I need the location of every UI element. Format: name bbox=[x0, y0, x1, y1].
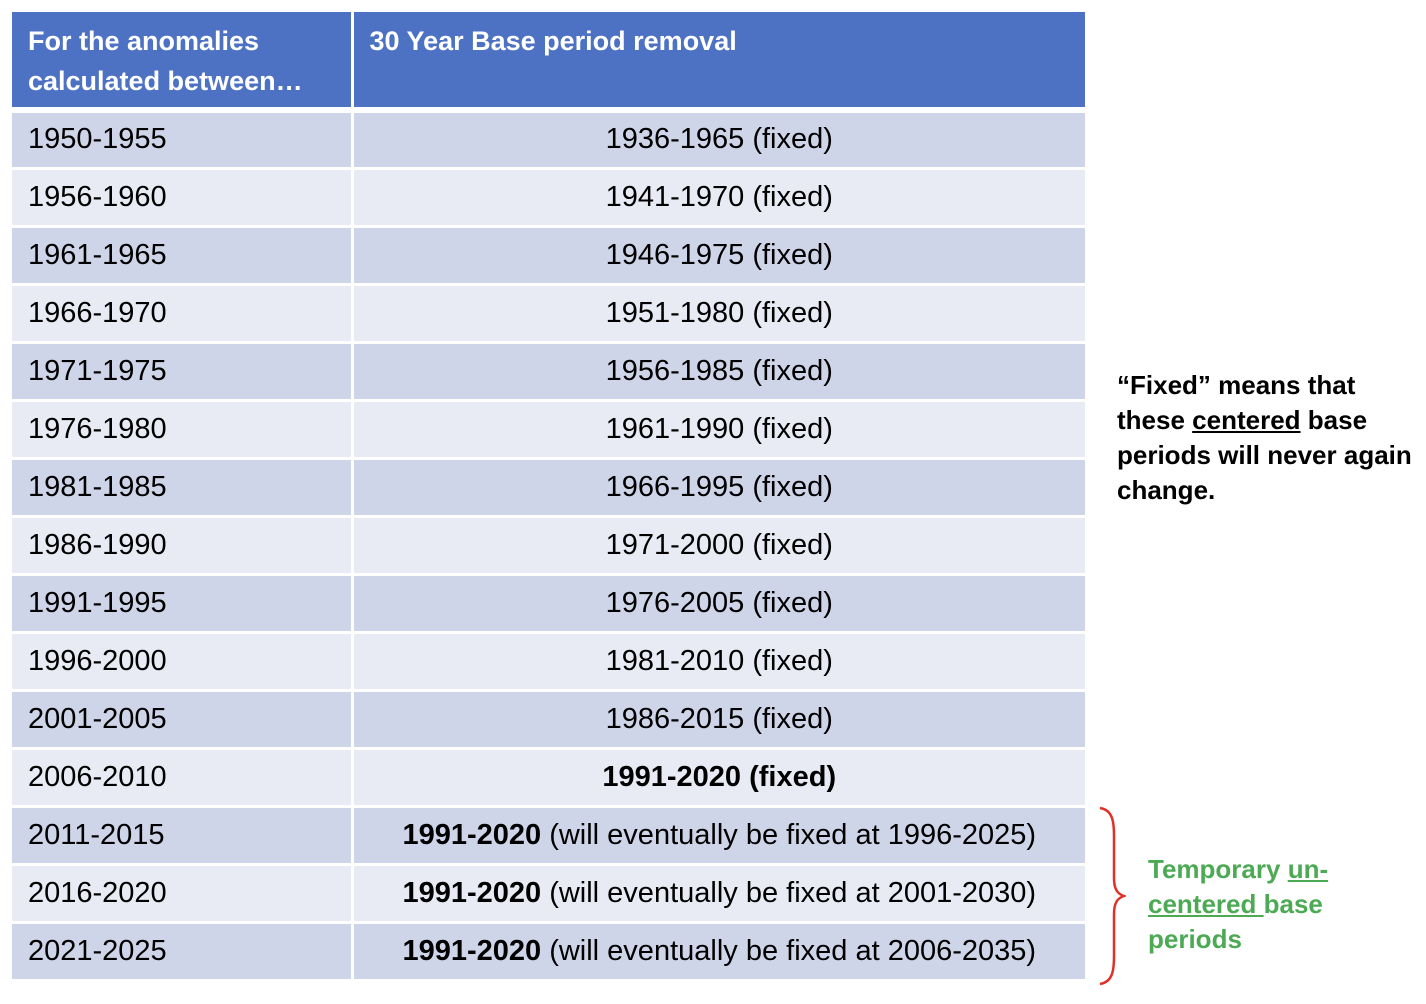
anomaly-period-cell: 1971-1975 bbox=[12, 342, 354, 402]
base-period-cell: 1991-2020 (will eventually be fixed at 2… bbox=[352, 864, 1085, 924]
fixed-note-text-end: base periods will never again change. bbox=[1117, 405, 1412, 505]
base-period-text: 1956-1985 (fixed) bbox=[605, 354, 833, 387]
base-period-cell: 1981-2010 (fixed) bbox=[352, 632, 1085, 692]
anomaly-period-cell: 1950-1955 bbox=[12, 110, 354, 170]
base-period-cell: 1991-2020 (will eventually be fixed at 2… bbox=[352, 922, 1085, 982]
base-period-text: 1936-1965 (fixed) bbox=[605, 123, 833, 156]
anomaly-period-cell: 1966-1970 bbox=[12, 284, 354, 344]
header-anomaly-period: For the anomalies calculated between… bbox=[12, 12, 354, 113]
base-period-text: 1971-2000 (fixed) bbox=[605, 528, 833, 561]
table-row: 1976-1980 1961-1990 (fixed) bbox=[12, 400, 1085, 460]
table-row: 1996-2000 1981-2010 (fixed) bbox=[12, 632, 1085, 692]
anomaly-period-cell: 2011-2015 bbox=[12, 806, 354, 866]
base-period-cell: 1946-1975 (fixed) bbox=[352, 226, 1085, 286]
base-period-bold: 1991-2020 (fixed) bbox=[602, 760, 837, 793]
table-row: 2011-2015 1991-2020 (will eventually be f… bbox=[12, 806, 1085, 866]
base-period-cell: 1991-2020 (fixed) bbox=[352, 748, 1085, 808]
base-period-table: For the anomalies calculated between… 30… bbox=[12, 12, 1085, 982]
base-period-text: 1976-2005 (fixed) bbox=[605, 586, 833, 619]
anomaly-period-cell: 2001-2005 bbox=[12, 690, 354, 750]
base-period-bold: 1991-2020 bbox=[402, 934, 542, 967]
table-row: 2016-2020 1991-2020 (will eventually be f… bbox=[12, 864, 1085, 924]
table-row: 2021-2025 1991-2020 (will eventually be f… bbox=[12, 922, 1085, 982]
table-row: 1966-1970 1951-1980 (fixed) bbox=[12, 284, 1085, 344]
base-period-text: 1951-1980 (fixed) bbox=[605, 296, 833, 329]
base-period-bold: 1991-2020 bbox=[402, 818, 542, 851]
base-period-cell: 1986-2015 (fixed) bbox=[352, 690, 1085, 750]
base-period-text: 1981-2010 (fixed) bbox=[605, 644, 833, 677]
anomaly-period-cell: 1961-1965 bbox=[12, 226, 354, 286]
base-period-cell: 1971-2000 (fixed) bbox=[352, 516, 1085, 576]
table-row: 1986-1990 1971-2000 (fixed) bbox=[12, 516, 1085, 576]
temporary-note-text: Temporary bbox=[1148, 854, 1288, 884]
base-period-cell: 1936-1965 (fixed) bbox=[352, 110, 1085, 170]
anomaly-period-cell: 1991-1995 bbox=[12, 574, 354, 634]
base-period-cell: 1991-2020 (will eventually be fixed at 1… bbox=[352, 806, 1085, 866]
base-period-bold: 1991-2020 bbox=[402, 876, 542, 909]
base-period-text: 1961-1990 (fixed) bbox=[605, 412, 833, 445]
anomaly-period-cell: 2016-2020 bbox=[12, 864, 354, 924]
base-period-cell: 1961-1990 (fixed) bbox=[352, 400, 1085, 460]
base-period-cell: 1941-1970 (fixed) bbox=[352, 168, 1085, 228]
header-base-period: 30 Year Base period removal bbox=[352, 12, 1085, 113]
base-period-text: (will eventually be fixed at 1996-2025) bbox=[541, 818, 1037, 851]
table-row: 1961-1965 1946-1975 (fixed) bbox=[12, 226, 1085, 286]
base-period-cell: 1951-1980 (fixed) bbox=[352, 284, 1085, 344]
table-row: 1971-1975 1956-1985 (fixed) bbox=[12, 342, 1085, 402]
temporary-note-text-end: base periods bbox=[1148, 889, 1323, 954]
table-row: 2001-2005 1986-2015 (fixed) bbox=[12, 690, 1085, 750]
base-period-text: 1941-1970 (fixed) bbox=[605, 180, 833, 213]
table-row: 1950-1955 1936-1965 (fixed) bbox=[12, 110, 1085, 170]
anomaly-period-cell: 1976-1980 bbox=[12, 400, 354, 460]
fixed-note: “Fixed” means that these centered base p… bbox=[1117, 368, 1417, 508]
base-period-cell: 1966-1995 (fixed) bbox=[352, 458, 1085, 518]
anomaly-period-cell: 1956-1960 bbox=[12, 168, 354, 228]
base-period-text: 1946-1975 (fixed) bbox=[605, 238, 833, 271]
anomaly-period-cell: 1996-2000 bbox=[12, 632, 354, 692]
table-body: 1950-1955 1936-1965 (fixed) 1956-1960 1941-… bbox=[12, 110, 1085, 982]
temporary-note: Temporary un-centered base periods bbox=[1148, 852, 1398, 957]
base-period-text: (will eventually be fixed at 2006-2035) bbox=[541, 934, 1037, 967]
anomaly-period-cell: 1986-1990 bbox=[12, 516, 354, 576]
base-period-text: (will eventually be fixed at 2001-2030) bbox=[541, 876, 1037, 909]
red-brace-icon bbox=[1099, 806, 1126, 986]
base-period-text: 1966-1995 (fixed) bbox=[605, 470, 833, 503]
fixed-note-underlined: centered bbox=[1192, 405, 1301, 435]
anomaly-period-cell: 1981-1985 bbox=[12, 458, 354, 518]
base-period-cell: 1956-1985 (fixed) bbox=[352, 342, 1085, 402]
table-row: 2006-2010 1991-2020 (fixed) bbox=[12, 748, 1085, 808]
anomaly-period-cell: 2006-2010 bbox=[12, 748, 354, 808]
base-period-text: 1986-2015 (fixed) bbox=[605, 702, 833, 735]
temporary-note-underlined: un-centered bbox=[1148, 854, 1329, 919]
fixed-note-text: “Fixed” means that these bbox=[1117, 370, 1356, 435]
table-row: 1991-1995 1976-2005 (fixed) bbox=[12, 574, 1085, 634]
table-header-row: For the anomalies calculated between… 30… bbox=[12, 12, 1085, 113]
table-row: 1981-1985 1966-1995 (fixed) bbox=[12, 458, 1085, 518]
table-row: 1956-1960 1941-1970 (fixed) bbox=[12, 168, 1085, 228]
base-period-cell: 1976-2005 (fixed) bbox=[352, 574, 1085, 634]
anomaly-period-cell: 2021-2025 bbox=[12, 922, 354, 982]
